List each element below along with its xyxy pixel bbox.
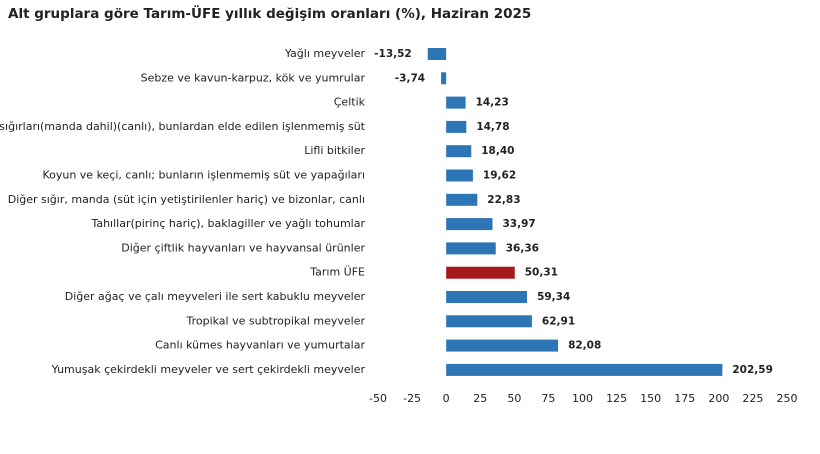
category-label: Tarım ÜFE [309, 266, 365, 279]
category-label: Tropikal ve subtropikal meyveler [185, 314, 365, 327]
bar [446, 193, 478, 206]
bar [446, 96, 466, 109]
category-label: Süt sığırları(manda dahil)(canlı), bunla… [0, 120, 366, 133]
value-label: 19,62 [483, 170, 516, 182]
x-tick-label: 150 [640, 392, 661, 405]
bar [446, 242, 496, 255]
x-tick-label: 225 [742, 392, 763, 405]
bar [427, 48, 447, 60]
x-tick-label: 25 [473, 392, 487, 405]
bar [446, 145, 472, 158]
bar [441, 72, 447, 85]
x-tick-label: -25 [403, 392, 421, 405]
value-label: -3,74 [395, 72, 425, 84]
category-label: Yağlı meyveler [284, 47, 366, 60]
value-label: 62,91 [542, 315, 575, 327]
value-label: 202,59 [732, 364, 773, 376]
value-label: 36,36 [506, 242, 539, 254]
category-label: Tahıllar(pirinç hariç), baklagiller ve y… [90, 217, 365, 230]
value-label: 18,40 [481, 145, 514, 157]
value-label: 59,34 [537, 291, 570, 303]
value-label: 14,78 [476, 121, 509, 133]
category-label: Lifli bitkiler [304, 144, 365, 157]
value-label: 14,23 [476, 97, 509, 109]
x-tick-label: 75 [541, 392, 555, 405]
value-label: 22,83 [487, 194, 520, 206]
x-tick-label: 50 [507, 392, 521, 405]
x-tick-label: 250 [777, 392, 798, 405]
category-label: Koyun ve keçi, canlı; bunların işlenmemi… [42, 169, 365, 182]
category-label: Diğer ağaç ve çalı meyveleri ile sert ka… [65, 290, 366, 303]
category-label: Sebze ve kavun-karpuz, kök ve yumrular [141, 71, 366, 84]
bar [446, 169, 473, 182]
x-tick-label: 0 [443, 392, 450, 405]
bar [446, 315, 532, 328]
category-label: Çeltik [334, 96, 366, 109]
value-label: 33,97 [502, 218, 535, 230]
value-label: -13,52 [374, 48, 412, 60]
chart-title: Alt gruplara göre Tarım-ÜFE yıllık değiş… [8, 4, 531, 22]
x-tick-label: 125 [606, 392, 627, 405]
value-label: 82,08 [568, 340, 601, 352]
x-tick-label: 100 [572, 392, 593, 405]
bar [446, 120, 467, 133]
category-label: Canlı kümes hayvanları ve yumurtalar [155, 339, 365, 352]
x-tick-label: 200 [708, 392, 729, 405]
x-tick-label: -50 [369, 392, 387, 405]
bar [446, 339, 559, 352]
bar [446, 291, 528, 303]
bar [446, 266, 515, 279]
category-label: Diğer çiftlik hayvanları ve hayvansal ür… [121, 241, 365, 254]
bar [446, 363, 723, 376]
category-label: Diğer sığır, manda (süt için yetiştirile… [8, 193, 365, 206]
x-tick-label: 175 [674, 392, 695, 405]
category-label: Yumuşak çekirdekli meyveler ve sert çeki… [51, 363, 366, 376]
bar [446, 218, 493, 231]
value-label: 50,31 [525, 267, 558, 279]
